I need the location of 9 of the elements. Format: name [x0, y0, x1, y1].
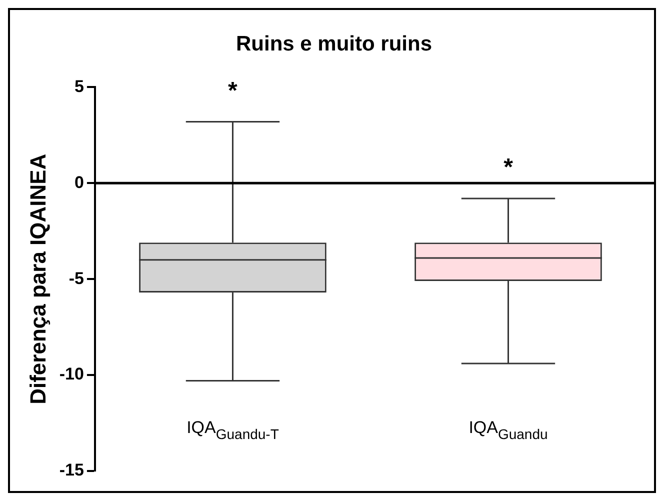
y-axis-title: Diferença para IQAINEA [25, 154, 50, 404]
annotation: * [228, 77, 238, 104]
y-tick-label: 5 [74, 76, 84, 96]
chart-title: Ruins e muito ruins [236, 32, 432, 56]
y-tick-label: -5 [68, 268, 84, 288]
y-tick-label: -15 [59, 460, 84, 480]
y-tick-label: 0 [74, 172, 84, 192]
annotation: * [504, 154, 514, 182]
y-tick-label: -10 [59, 364, 84, 384]
